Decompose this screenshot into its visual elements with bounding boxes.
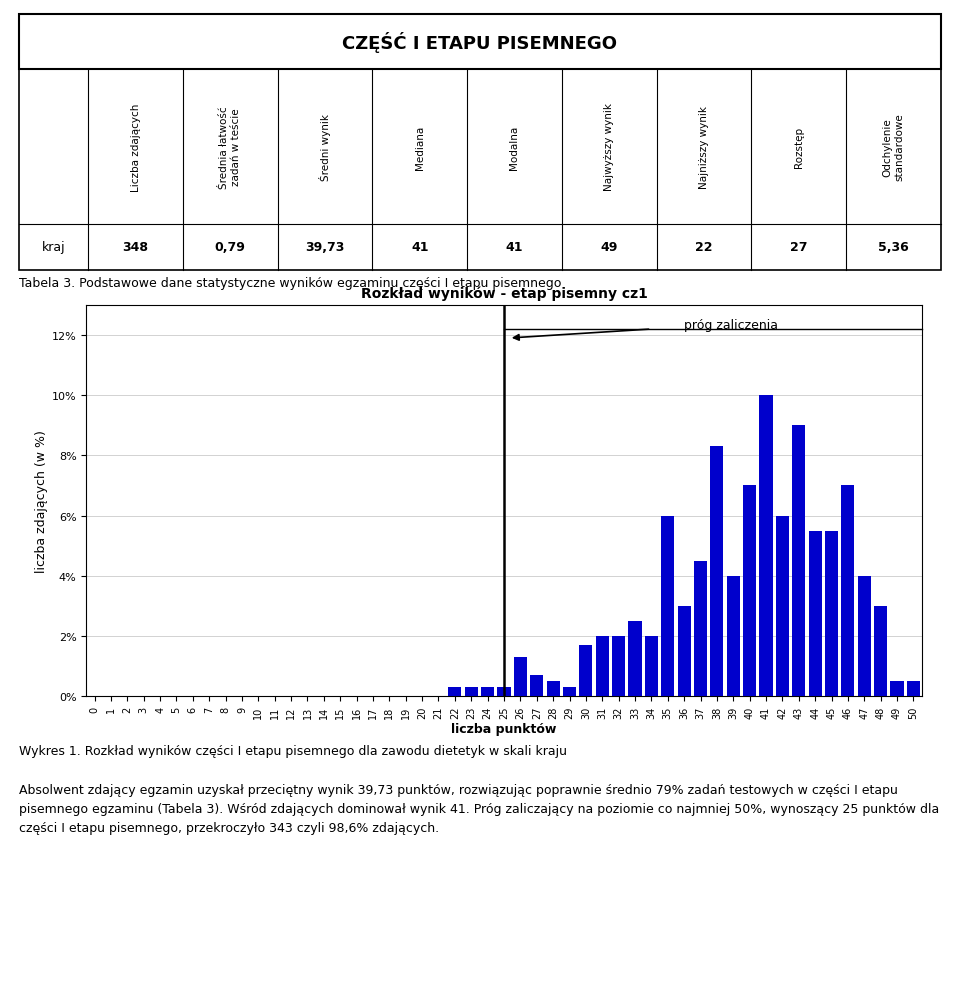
Bar: [678, 606, 690, 696]
Bar: [710, 447, 724, 696]
Bar: [841, 486, 854, 696]
Text: 49: 49: [601, 241, 618, 254]
Text: Rozstęp: Rozstęp: [794, 126, 804, 168]
Bar: [579, 645, 592, 696]
X-axis label: liczba punktów: liczba punktów: [451, 722, 557, 735]
Bar: [875, 606, 887, 696]
Text: 5,36: 5,36: [878, 241, 909, 254]
Text: 39,73: 39,73: [305, 241, 345, 254]
Bar: [891, 681, 903, 696]
Title: Rozkład wyników - etap pisemny cz1: Rozkład wyników - etap pisemny cz1: [361, 286, 647, 301]
Text: Mediana: Mediana: [415, 125, 424, 169]
Text: Średnia łatwość
zadań w teście: Średnia łatwość zadań w teście: [220, 106, 241, 188]
Bar: [497, 687, 511, 696]
Bar: [514, 657, 527, 696]
Text: 41: 41: [506, 241, 523, 254]
Bar: [629, 621, 641, 696]
Bar: [645, 636, 658, 696]
Text: Tabela 3. Podstawowe dane statystyczne wyników egzaminu części I etapu pisemnego: Tabela 3. Podstawowe dane statystyczne w…: [19, 277, 562, 290]
Bar: [808, 531, 822, 696]
Bar: [694, 561, 708, 696]
Bar: [481, 687, 494, 696]
Bar: [546, 681, 560, 696]
Bar: [857, 576, 871, 696]
Bar: [661, 516, 674, 696]
Bar: [907, 681, 920, 696]
Bar: [759, 396, 773, 696]
Text: Odchylenie
standardowe: Odchylenie standardowe: [882, 113, 904, 181]
Bar: [465, 687, 478, 696]
Text: Liczba zdających: Liczba zdających: [131, 103, 140, 191]
Text: 0,79: 0,79: [215, 241, 246, 254]
Bar: [825, 531, 838, 696]
Bar: [727, 576, 740, 696]
Text: CZĘŚĆ I ETAPU PISEMNEGO: CZĘŚĆ I ETAPU PISEMNEGO: [343, 32, 617, 53]
Bar: [792, 426, 805, 696]
Text: 41: 41: [411, 241, 428, 254]
Text: Absolwent zdający egzamin uzyskał przeciętny wynik 39,73 punktów, rozwiązując po: Absolwent zdający egzamin uzyskał przeci…: [19, 784, 940, 835]
Text: Modalna: Modalna: [510, 125, 519, 169]
Text: kraj: kraj: [42, 241, 65, 254]
Bar: [596, 636, 609, 696]
Text: próg zaliczenia: próg zaliczenia: [684, 319, 779, 332]
Text: 348: 348: [123, 241, 149, 254]
Text: 27: 27: [790, 241, 807, 254]
Text: Średni wynik: Średni wynik: [319, 114, 331, 180]
Bar: [776, 516, 789, 696]
Text: Najniższy wynik: Najniższy wynik: [699, 106, 709, 188]
Bar: [743, 486, 756, 696]
Text: 22: 22: [695, 241, 712, 254]
FancyBboxPatch shape: [19, 15, 941, 70]
Bar: [530, 675, 543, 696]
Text: Najwyższy wynik: Najwyższy wynik: [604, 103, 614, 191]
Y-axis label: liczba zdających (w %): liczba zdających (w %): [35, 430, 48, 572]
Bar: [563, 687, 576, 696]
Bar: [612, 636, 625, 696]
Text: Wykres 1. Rozkład wyników części I etapu pisemnego dla zawodu dietetyk w skali k: Wykres 1. Rozkład wyników części I etapu…: [19, 744, 567, 758]
Bar: [448, 687, 462, 696]
